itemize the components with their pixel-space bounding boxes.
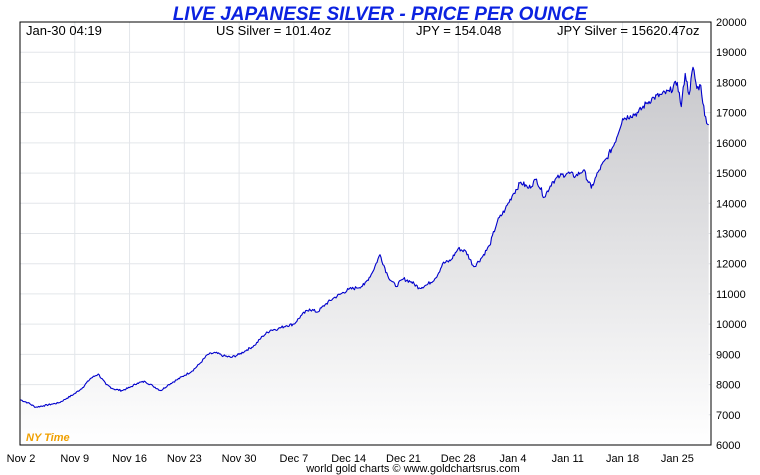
plot-frame: [19, 21, 712, 446]
x-tick-label: Jan 18: [606, 453, 639, 465]
x-tick-label: Dec 28: [441, 453, 476, 465]
x-tick-label: Jan 11: [552, 453, 584, 465]
x-tick-label: Nov 30: [222, 453, 257, 465]
y-axis-ticks: 6000 7000 8000 9000 10000 11000 12000 13000 1400…: [716, 17, 747, 452]
header-jpy-silver: JPY Silver = 15620.47oz: [557, 23, 700, 38]
x-tick-label: Nov 2: [7, 453, 36, 465]
y-tick-label: 14000: [716, 198, 747, 210]
y-tick-label: 12000: [716, 259, 747, 271]
y-tick-label: 9000: [716, 349, 740, 361]
y-tick-label: 16000: [716, 138, 747, 150]
y-tick-label: 15000: [716, 168, 747, 180]
x-axis-ticks: Nov 2 Nov 9 Nov 16 Nov 23 Nov 30 Dec 7 Dec 14 D…: [7, 453, 694, 465]
timezone-label: NY Time: [26, 432, 70, 444]
price-area-fill: [20, 67, 709, 445]
x-tick-label: Dec 7: [280, 453, 309, 465]
y-tick-label: 20000: [716, 17, 747, 29]
x-tick-label: Dec 21: [386, 453, 421, 465]
y-tick-label: 19000: [716, 47, 747, 59]
x-tick-label: Jan 25: [661, 453, 694, 465]
y-tick-label: 8000: [716, 380, 740, 392]
source-credit: world gold charts © www.goldchartsrus.co…: [305, 463, 520, 475]
header-datetime: Jan-30 04:19: [26, 23, 102, 38]
header-jpy: JPY = 154.048: [416, 23, 501, 38]
y-tick-label: 11000: [716, 289, 746, 301]
y-tick-label: 18000: [716, 77, 747, 89]
price-series-line: [20, 66, 709, 408]
x-tick-label: Nov 23: [167, 453, 202, 465]
y-tick-label: 13000: [716, 229, 747, 241]
y-tick-label: 6000: [716, 440, 740, 452]
header-us-silver: US Silver = 101.4oz: [216, 23, 331, 38]
y-tick-label: 10000: [716, 319, 747, 331]
x-tick-label: Nov 16: [112, 453, 147, 465]
chart-title: LIVE JAPANESE SILVER - PRICE PER OUNCE: [173, 4, 589, 25]
y-tick-label: 7000: [716, 410, 740, 422]
x-tick-label: Jan 4: [500, 453, 527, 465]
x-tick-label: Nov 9: [60, 453, 89, 465]
y-tick-label: 17000: [716, 108, 747, 120]
x-tick-label: Dec 14: [331, 453, 366, 465]
